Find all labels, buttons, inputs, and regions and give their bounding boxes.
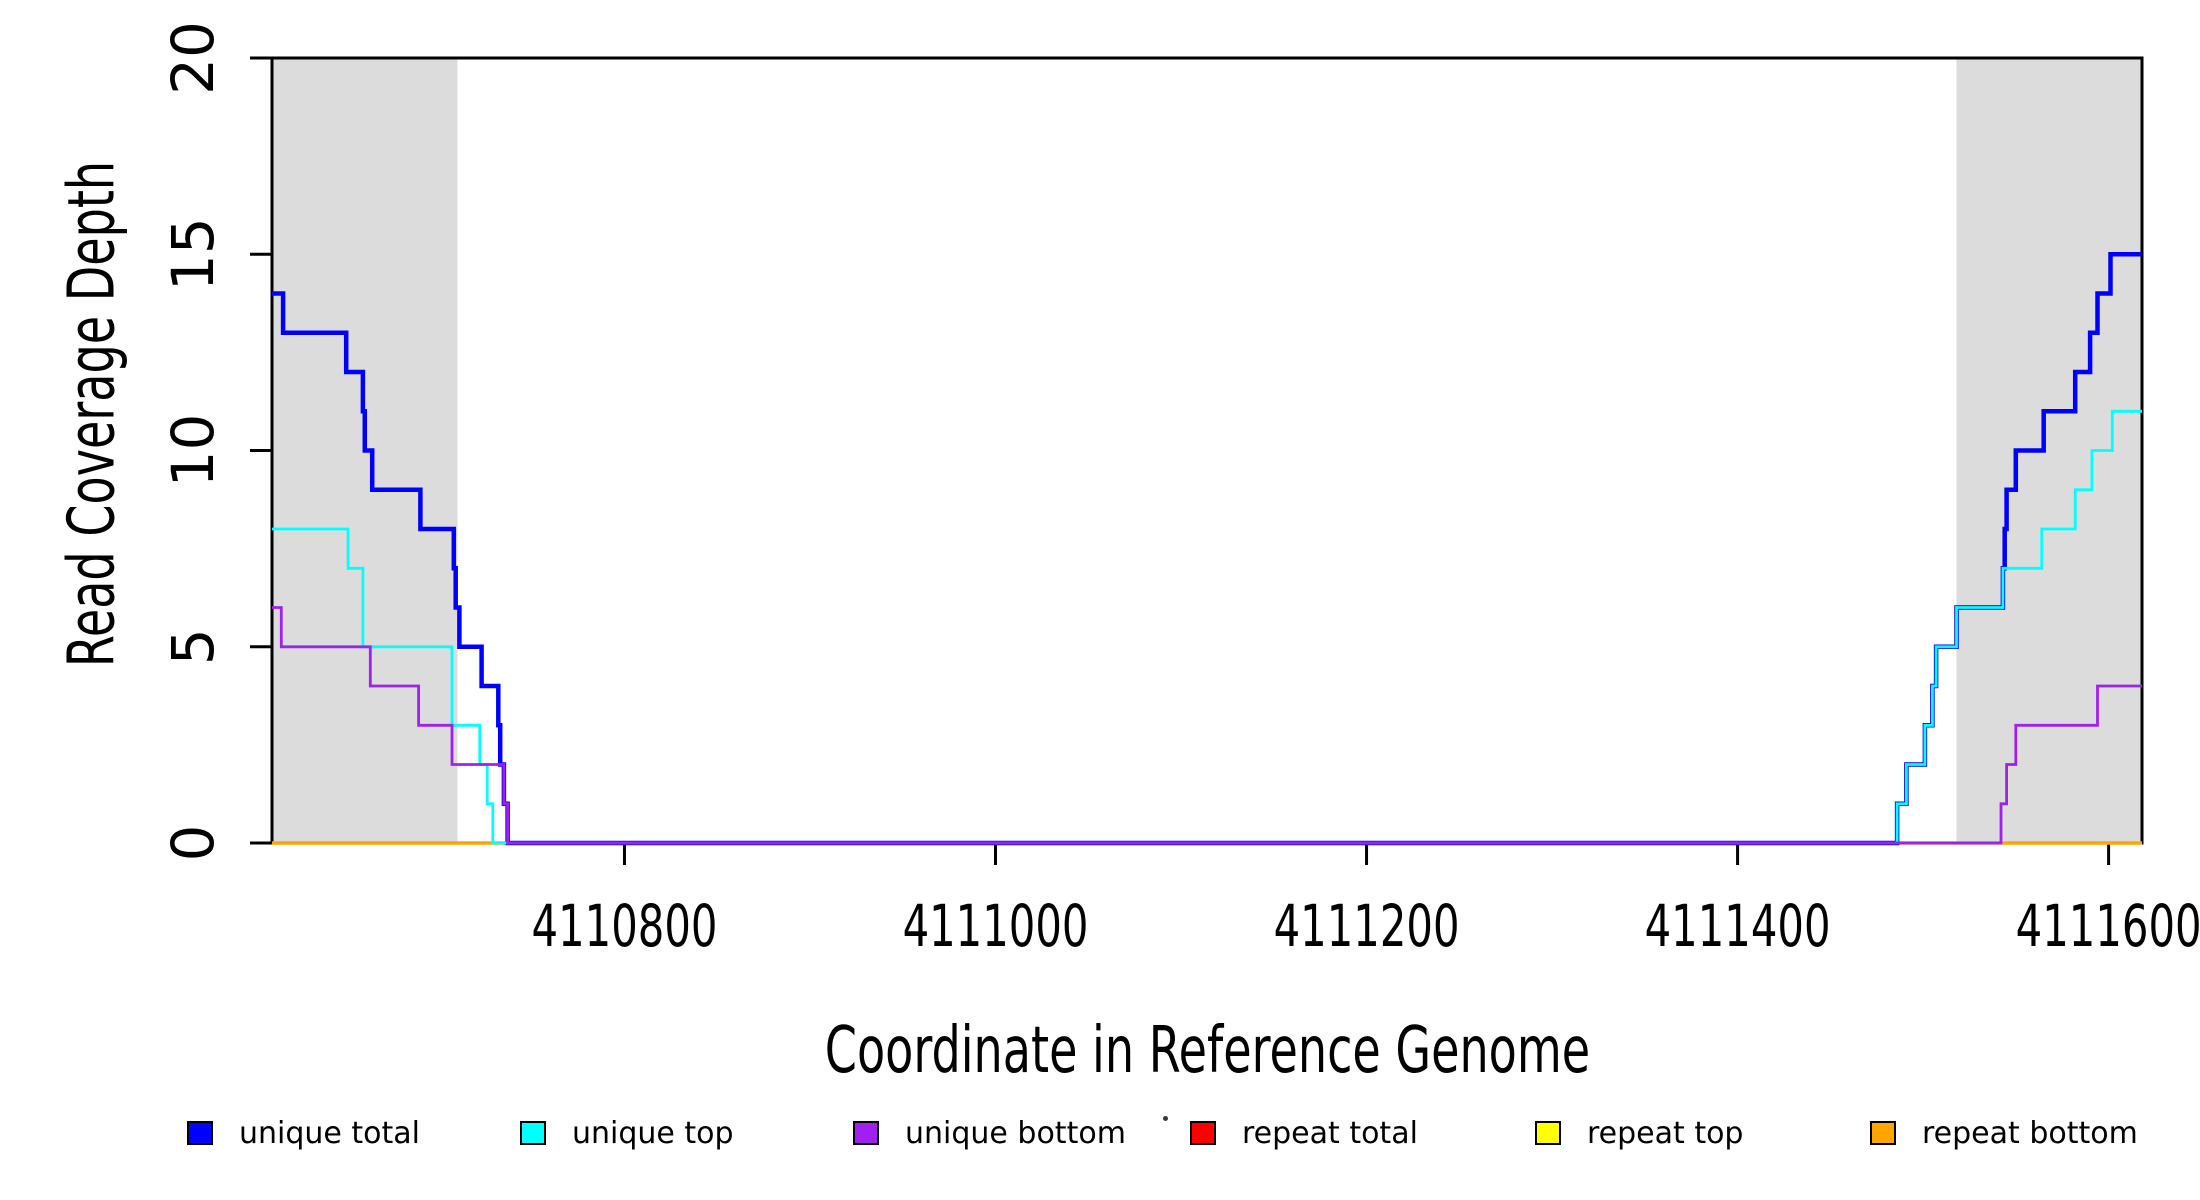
x-tick-label: 4111600 (2016, 892, 2200, 960)
legend-item-unique-total: unique total (187, 1108, 420, 1158)
x-axis: 4110800 4111000 4111200 4111400 4111600 (532, 843, 2200, 960)
x-axis-title-text: Coordinate in Reference Genome (824, 1014, 1590, 1088)
legend-swatch-repeat-top (1535, 1121, 1561, 1145)
series-line-unique-top (272, 409, 2142, 845)
series-lines (272, 252, 2142, 846)
y-axis-title-text: Read Coverage Depth (56, 160, 130, 668)
legend-item-unique-bottom: unique bottom (853, 1108, 1126, 1158)
y-tick-label: 0 (159, 825, 227, 862)
y-tick-label: 5 (159, 628, 227, 665)
legend-item-unique-top: unique top (520, 1108, 734, 1158)
x-tick-label: 4111400 (1645, 892, 1831, 960)
legend-label: unique total (239, 1115, 421, 1151)
legend-swatch-unique-total (187, 1121, 213, 1145)
legend-item-repeat-top: repeat top (1535, 1108, 1743, 1158)
legend-swatch-repeat-bottom (1870, 1121, 1896, 1145)
legend-label: unique top (572, 1115, 734, 1151)
plot-box (270, 56, 2144, 845)
legend-swatch-unique-top (520, 1121, 546, 1145)
series-line-unique-total (272, 252, 2142, 846)
y-tick-label: 10 (159, 414, 227, 488)
y-tick-label: 20 (159, 21, 227, 95)
legend-label: unique bottom (905, 1115, 1126, 1151)
legend-label: repeat total (1242, 1115, 1418, 1151)
series-line-unique-bottom (272, 606, 2142, 845)
x-axis-title: Coordinate in Reference Genome (272, 1014, 2142, 1088)
y-axis: 0 5 10 15 20 (159, 21, 272, 861)
x-tick-label: 4111200 (1274, 892, 1460, 960)
x-tick-label: 4111000 (903, 892, 1089, 960)
legend-label: repeat top (1587, 1115, 1744, 1151)
legend-label: repeat bottom (1922, 1115, 2138, 1151)
stray-mark-icon (1163, 1116, 1168, 1121)
legend-swatch-repeat-total (1190, 1121, 1216, 1145)
shaded-regions (272, 58, 2142, 843)
legend-item-repeat-total: repeat total (1190, 1108, 1418, 1158)
legend-item-repeat-bottom: repeat bottom (1870, 1108, 2138, 1158)
legend-swatch-unique-bottom (853, 1121, 879, 1145)
x-tick-label: 4110800 (532, 892, 718, 960)
y-tick-label: 15 (159, 217, 227, 291)
